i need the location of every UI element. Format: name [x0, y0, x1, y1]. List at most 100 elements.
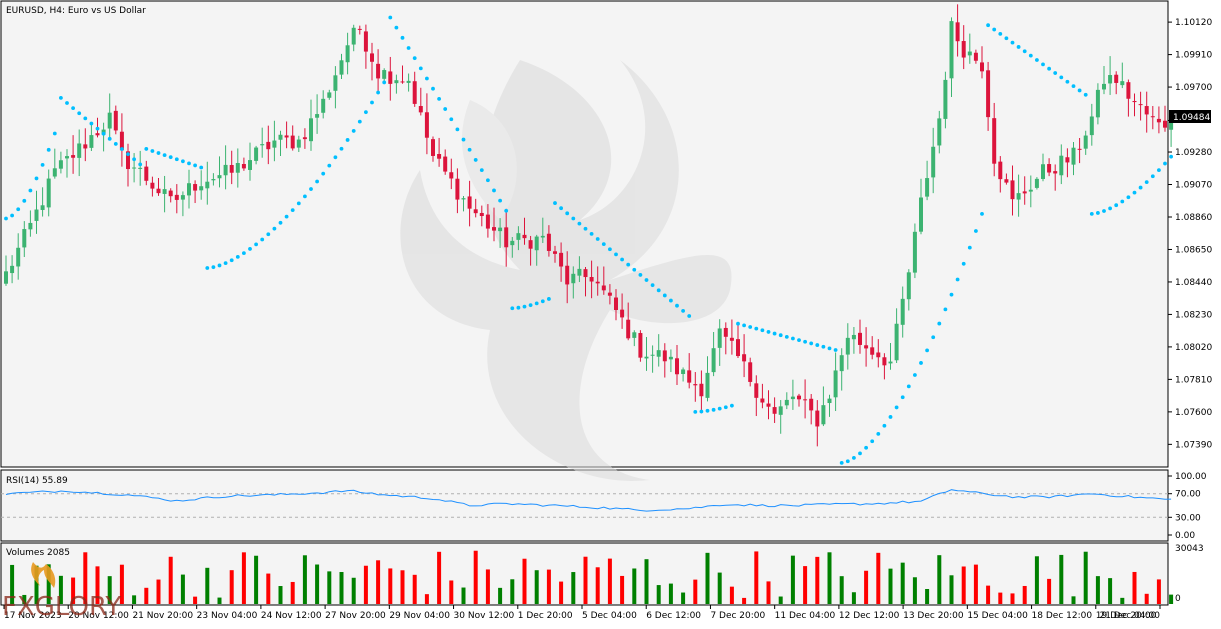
x-axis-tick-label: 23 Nov 04:00 — [197, 611, 258, 621]
candle-body — [681, 369, 686, 375]
sar-dot — [199, 165, 204, 170]
volume-bar — [71, 577, 76, 604]
sar-dot — [955, 277, 960, 282]
sar-dot — [498, 198, 502, 203]
candle-body — [266, 141, 271, 150]
sar-dot — [406, 46, 411, 50]
sar-dot — [59, 95, 63, 100]
x-axis-tick-label: 30 Nov 12:00 — [454, 611, 515, 621]
candle-body — [790, 396, 795, 400]
volume-label: Volumes 2085 — [6, 548, 70, 558]
volume-bar — [644, 559, 649, 604]
price-axis-tick-label: 1.08230 — [1175, 310, 1212, 320]
sar-dot — [852, 456, 856, 460]
candle-body — [1132, 101, 1137, 103]
sar-dot — [449, 117, 454, 122]
sar-dot — [693, 409, 698, 414]
candle-body — [150, 182, 155, 189]
sar-dot — [534, 301, 539, 306]
sar-dot — [827, 346, 832, 351]
sar-dot — [595, 237, 600, 241]
sar-dot — [187, 161, 191, 166]
candle-body — [900, 298, 905, 325]
candle-body — [644, 356, 649, 359]
current-price-tag: 1.09484 — [1173, 113, 1210, 123]
volume-bar — [473, 550, 478, 604]
sar-dot — [467, 147, 472, 152]
sar-dot — [937, 321, 942, 326]
volume-bar — [888, 568, 893, 604]
sar-dot — [1096, 211, 1100, 215]
sar-dot — [699, 409, 704, 414]
sar-dot — [254, 242, 258, 247]
candle-body — [626, 319, 631, 339]
x-axis-tick-label: 7 Dec 20:00 — [710, 611, 765, 621]
sar-dot — [278, 220, 283, 225]
sar-dot — [339, 146, 344, 151]
price-axis-tick-label: 1.07600 — [1175, 408, 1212, 418]
volume-bar — [1156, 579, 1161, 604]
sar-dot — [705, 408, 710, 413]
candle-body — [650, 354, 655, 356]
sar-dot — [510, 306, 515, 311]
candle-body — [71, 155, 76, 158]
candle-body — [827, 398, 832, 404]
sar-dot — [290, 208, 295, 213]
candle-body — [162, 189, 167, 194]
sar-dot — [791, 336, 795, 341]
candle-body — [949, 21, 954, 79]
candle-body — [327, 92, 332, 98]
sar-dot — [333, 155, 338, 160]
candle-body — [973, 52, 978, 61]
candle-body — [370, 53, 374, 62]
candle-body — [22, 229, 27, 248]
volume-bar — [485, 569, 490, 604]
sar-dot — [168, 155, 173, 160]
candle-body — [254, 147, 259, 161]
sar-dot — [717, 406, 722, 411]
sar-dot — [961, 261, 966, 266]
sar-dot — [516, 305, 521, 310]
candle-body — [943, 79, 948, 119]
sar-dot — [1138, 185, 1143, 190]
candle-body — [248, 160, 252, 170]
rsi-axis-tick-label: 70.00 — [1175, 490, 1201, 500]
candle-body — [858, 332, 862, 345]
sar-dot — [986, 23, 990, 28]
candle-body — [1150, 116, 1155, 118]
volume-bar — [717, 572, 722, 604]
volume-bar — [388, 568, 393, 604]
candle-body — [559, 252, 564, 267]
sar-dot — [864, 445, 868, 450]
candle-body — [455, 178, 460, 200]
sar-dot — [845, 459, 850, 464]
volume-bar — [949, 575, 954, 604]
candle-body — [461, 198, 466, 200]
price-axis-tick-label: 1.09700 — [1175, 83, 1212, 93]
candle-body — [28, 222, 33, 230]
sar-dot — [473, 158, 478, 162]
candle-body — [876, 352, 881, 358]
sar-dot — [260, 237, 265, 242]
volume-bar — [254, 555, 259, 604]
candle-body — [851, 334, 856, 340]
candle-body — [485, 214, 490, 229]
volume-bar — [973, 564, 978, 604]
sar-dot — [1114, 203, 1119, 208]
candle-body — [473, 209, 478, 214]
volume-bar — [937, 555, 942, 604]
candle-body — [180, 195, 185, 200]
volume-bar — [1047, 578, 1052, 604]
volume-bar — [986, 585, 991, 604]
candle-body — [955, 22, 960, 42]
candle-body — [333, 75, 338, 91]
candle-body — [309, 118, 313, 142]
sar-dot — [815, 343, 820, 347]
candle-body — [479, 212, 484, 217]
volume-bar — [449, 580, 454, 604]
candle-body — [687, 370, 692, 383]
candle-body — [388, 71, 393, 84]
sar-dot — [217, 263, 222, 268]
volume-bar — [998, 592, 1003, 604]
candle-body — [809, 398, 814, 411]
